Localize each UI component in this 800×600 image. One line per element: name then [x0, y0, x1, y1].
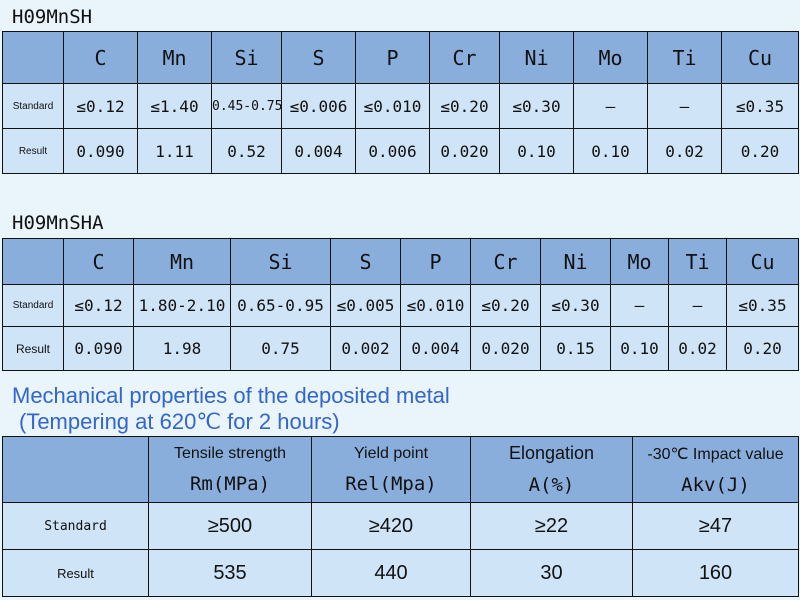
element-header: Cu: [726, 238, 799, 285]
mechanical-properties-table: Tensile strength Rm(MPa) Yield point Rel…: [2, 436, 799, 597]
corner-cell: [2, 238, 64, 285]
standard-value: ≤0.005: [330, 284, 401, 327]
standard-value: ≤0.010: [355, 83, 430, 129]
standard-value: ≥420: [311, 502, 471, 550]
result-value: 30: [470, 549, 633, 597]
result-value: 0.10: [499, 128, 574, 174]
element-header: Ni: [540, 238, 611, 285]
result-value: 0.090: [63, 128, 138, 174]
mechanical-title: Mechanical properties of the deposited m…: [12, 383, 450, 435]
standard-value: ≤0.35: [721, 83, 799, 129]
result-value: 0.002: [330, 326, 401, 371]
element-header: Mo: [573, 31, 648, 84]
element-header: Ti: [647, 31, 722, 84]
mech-header-unit: Rm(MPa): [189, 472, 271, 495]
element-header: Cu: [721, 31, 799, 84]
result-value: 0.02: [647, 128, 722, 174]
result-row-label: Result: [2, 549, 149, 597]
corner-cell: [2, 436, 149, 503]
result-value: 0.15: [540, 326, 611, 371]
mech-header-elongation: Elongation A(%): [470, 436, 633, 503]
element-header: P: [400, 238, 471, 285]
result-value: 0.20: [726, 326, 799, 371]
result-value: 0.20: [721, 128, 799, 174]
standard-value: ≥500: [148, 502, 312, 550]
result-value: 0.02: [668, 326, 727, 371]
element-header: Mo: [610, 238, 669, 285]
standard-value: 1.80-2.10: [133, 284, 231, 327]
composition-table-h09mnsh: C Mn Si S P Cr Ni Mo Ti Cu Standard ≤0.1…: [2, 31, 799, 174]
result-value: 0.020: [429, 128, 500, 174]
mechanical-title-line2: (Tempering at 620℃ for 2 hours): [19, 409, 340, 434]
standard-value: ≤0.12: [63, 83, 138, 129]
standard-value: ≤0.35: [726, 284, 799, 327]
element-header: S: [330, 238, 401, 285]
mech-header-top: Tensile strength: [173, 444, 287, 462]
result-value: 0.020: [470, 326, 541, 371]
result-value: 160: [632, 549, 799, 597]
mech-header-yield: Yield point Rel(Mpa): [311, 436, 471, 503]
standard-value: ≤0.12: [63, 284, 134, 327]
standard-row-label: Standard: [2, 502, 149, 550]
standard-row-label: Standard: [2, 83, 64, 129]
standard-value: —: [573, 83, 648, 129]
corner-cell: [2, 31, 64, 84]
result-value: 0.004: [400, 326, 471, 371]
standard-value: —: [668, 284, 727, 327]
element-header: S: [281, 31, 356, 84]
mech-header-top: Yield point: [353, 444, 429, 462]
element-header: Si: [230, 238, 331, 285]
result-value: 0.10: [610, 326, 669, 371]
result-value: 1.11: [137, 128, 212, 174]
standard-value: ≥47: [632, 502, 799, 550]
standard-value: ≤0.20: [470, 284, 541, 327]
standard-value: ≤0.010: [400, 284, 471, 327]
result-row-label: Result: [2, 326, 64, 371]
standard-value: ≤1.40: [137, 83, 212, 129]
result-value: 535: [148, 549, 312, 597]
element-header: Cr: [429, 31, 500, 84]
element-header: Ti: [668, 238, 727, 285]
mech-header-impact: -30℃ Impact value Akv(J): [632, 436, 799, 503]
mech-header-top: Elongation: [508, 443, 595, 463]
result-value: 0.090: [63, 326, 134, 371]
mech-header-unit: Akv(J): [681, 473, 750, 496]
standard-row-label: Standard: [2, 284, 64, 327]
mech-header-unit: A(%): [528, 474, 575, 496]
result-value: 0.006: [355, 128, 430, 174]
mech-header-tensile: Tensile strength Rm(MPa): [148, 436, 312, 503]
element-header: Si: [211, 31, 282, 84]
result-value: 0.75: [230, 326, 331, 371]
mechanical-title-line1: Mechanical properties of the deposited m…: [12, 383, 450, 408]
element-header: Ni: [499, 31, 574, 84]
mech-header-unit: Rel(Mpa): [345, 472, 437, 495]
element-header: C: [63, 31, 138, 84]
standard-value: ≥22: [470, 502, 633, 550]
result-value: 0.52: [211, 128, 282, 174]
result-row-label: Result: [2, 128, 64, 174]
standard-value: ≤0.006: [281, 83, 356, 129]
standard-value: —: [610, 284, 669, 327]
result-value: 440: [311, 549, 471, 597]
element-header: P: [355, 31, 430, 84]
mech-header-top: -30℃ Impact value: [647, 445, 784, 463]
element-header: Cr: [470, 238, 541, 285]
standard-value: ≤0.30: [499, 83, 574, 129]
standard-value: 0.45-0.75: [211, 83, 282, 129]
standard-value: —: [647, 83, 722, 129]
element-header: C: [63, 238, 134, 285]
element-header: Mn: [133, 238, 231, 285]
element-header: Mn: [137, 31, 212, 84]
result-value: 0.004: [281, 128, 356, 174]
table1-title: H09MnSH: [12, 6, 93, 28]
table2-title: H09MnSHA: [12, 212, 104, 234]
result-value: 1.98: [133, 326, 231, 371]
composition-table-h09mnsha: C Mn Si S P Cr Ni Mo Ti Cu Standard ≤0.1…: [2, 238, 799, 371]
standard-value: 0.65-0.95: [230, 284, 331, 327]
result-value: 0.10: [573, 128, 648, 174]
standard-value: ≤0.20: [429, 83, 500, 129]
standard-value: ≤0.30: [540, 284, 611, 327]
